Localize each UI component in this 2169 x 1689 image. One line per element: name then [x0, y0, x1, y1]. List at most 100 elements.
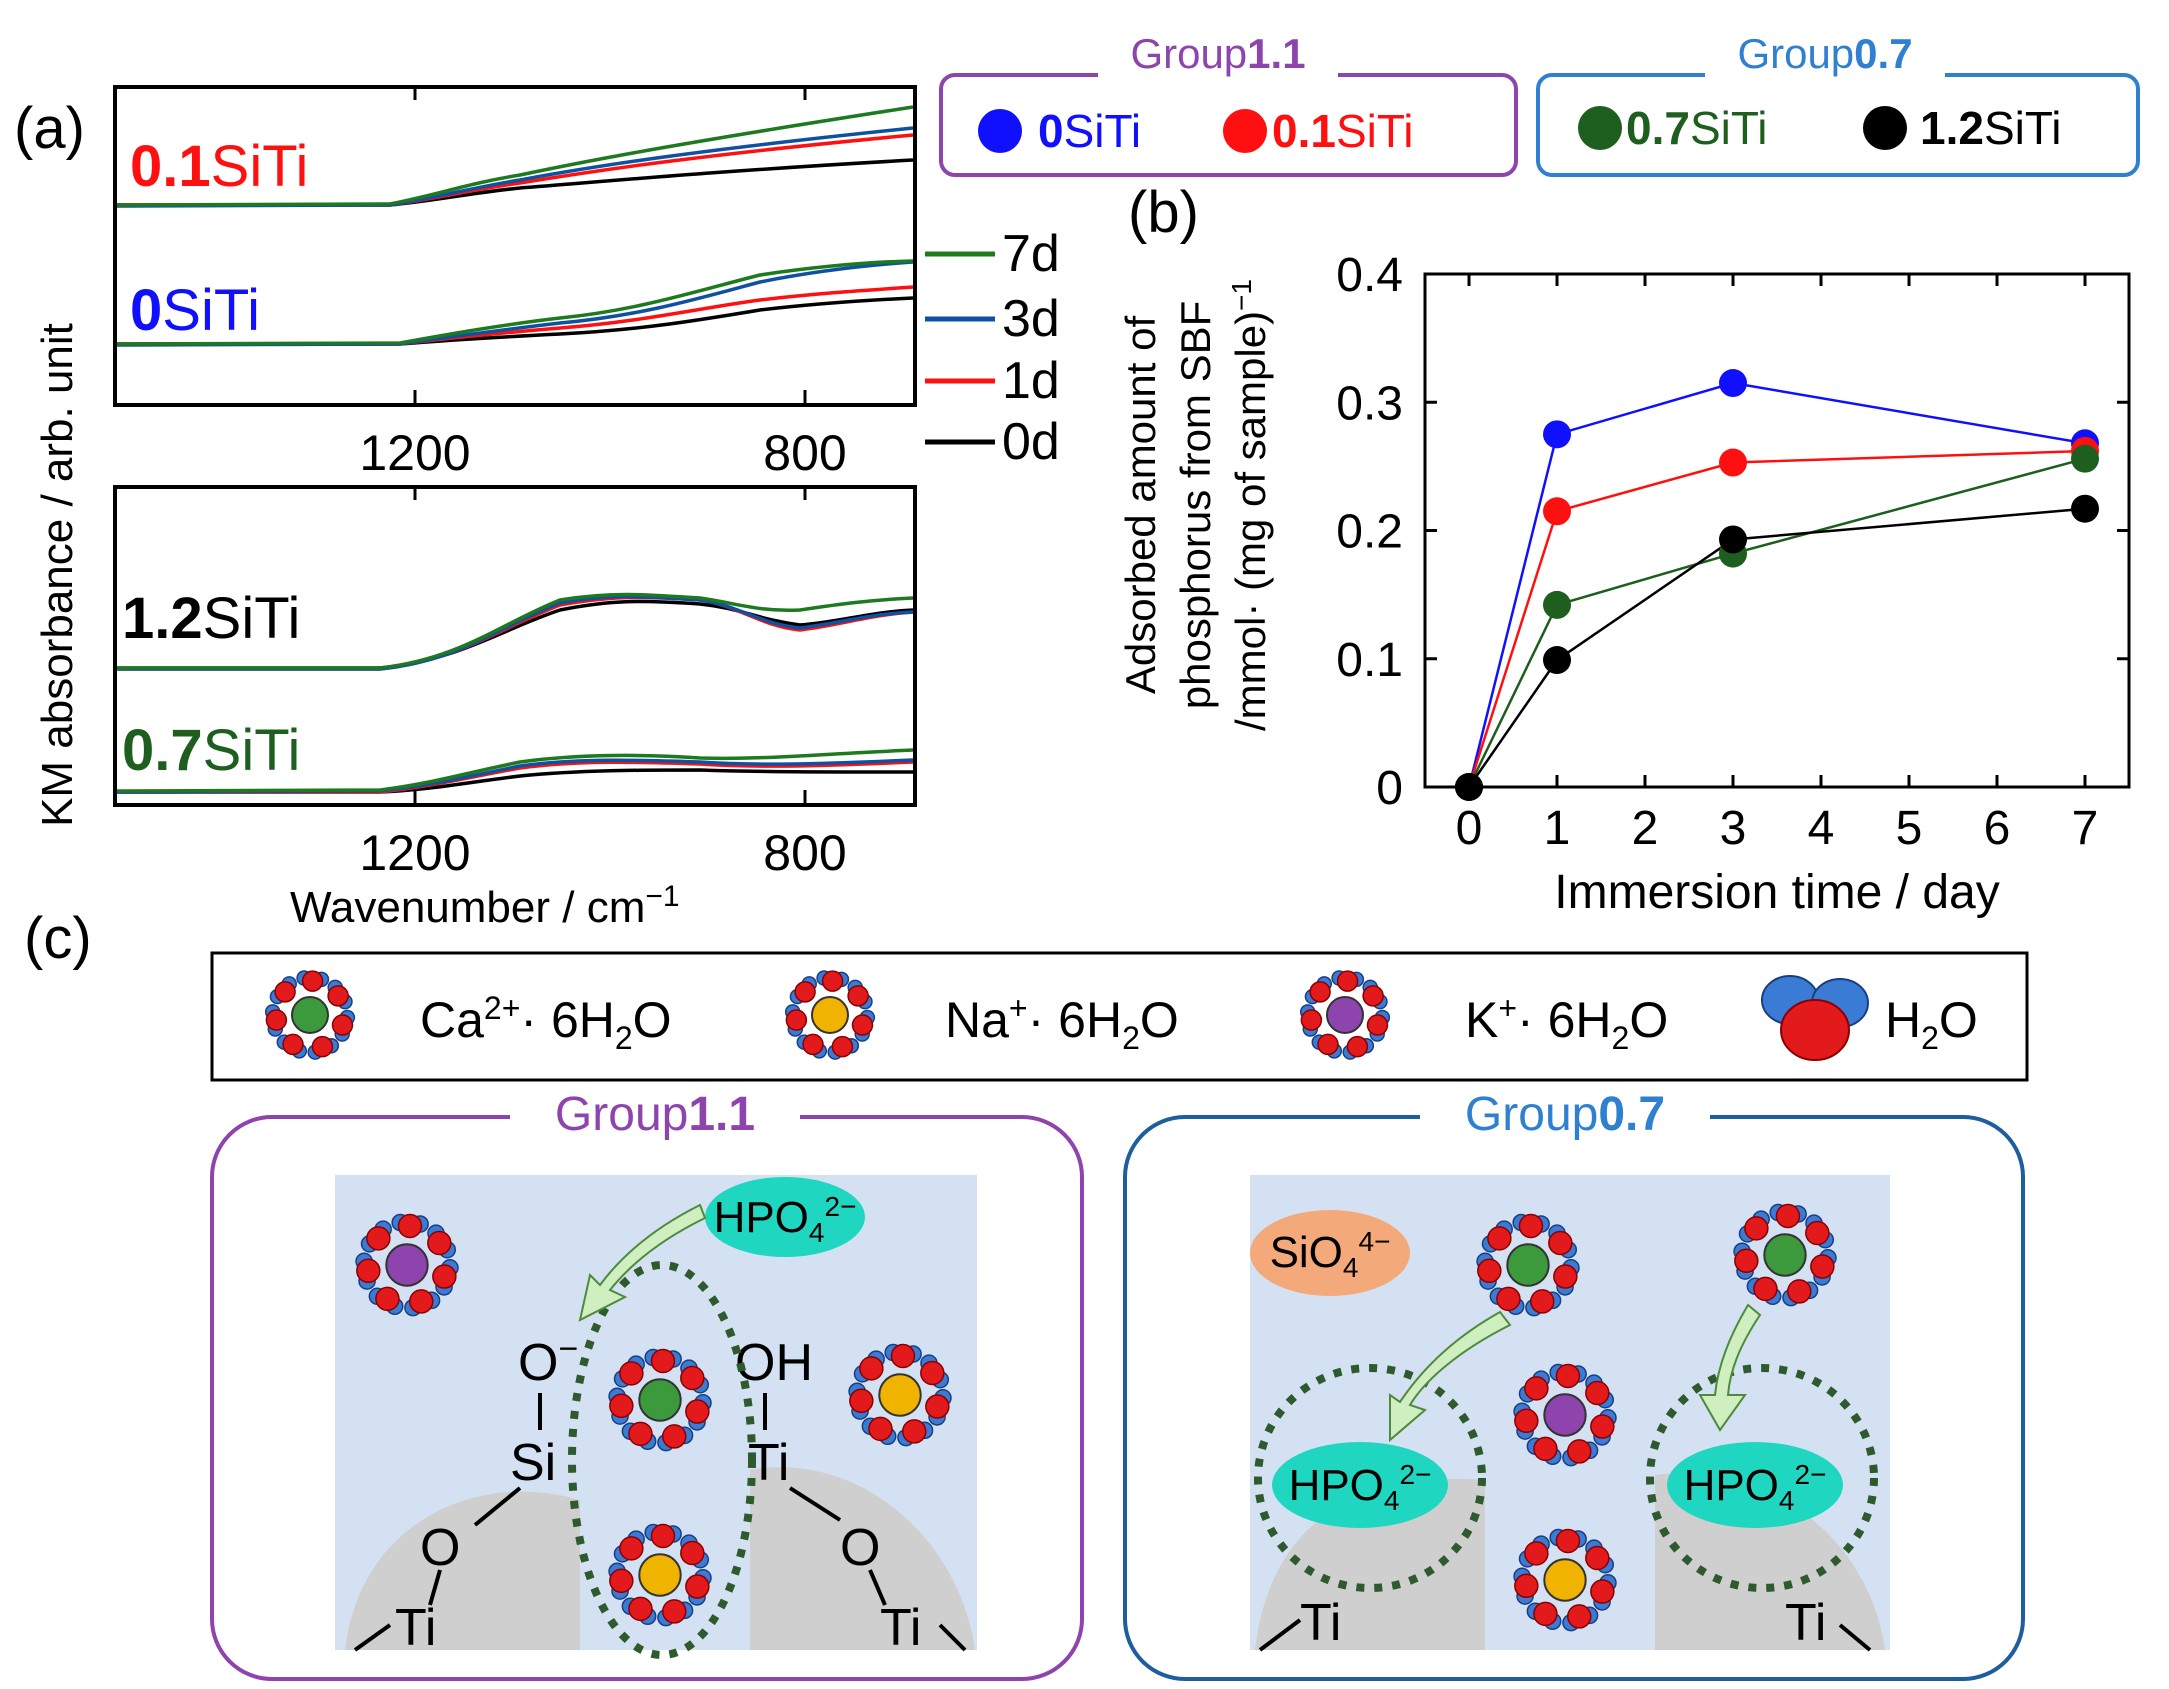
spectra-bottom-tick-800: 800	[763, 825, 846, 881]
legend-marker-0siti	[978, 109, 1022, 153]
ca-ion-cluster	[608, 1348, 712, 1452]
spectrum-0siti-1d	[117, 285, 914, 346]
scheme-right-surface-left	[1255, 1478, 1485, 1650]
legend-group-0-7-title: Group0.7	[1737, 30, 1912, 77]
scheme-right-dotted-region-right	[1646, 1364, 1878, 1592]
hpo4-label-right-right: HPO42−	[1684, 1459, 1827, 1516]
data-point-0-7siti	[1543, 590, 1571, 619]
ca-cluster-icon	[264, 970, 356, 1060]
spectrum-0-7siti-0d	[117, 768, 914, 794]
data-point-1-2siti	[1543, 646, 1571, 675]
legend-marker-1-2siti	[1863, 106, 1907, 150]
legend-na-label: Na+· 6H2O	[945, 990, 1179, 1056]
legend-k-cluster-icon	[1299, 970, 1391, 1060]
atom-o-left: O	[420, 1519, 460, 1577]
spectra-panel: KM absorbance / arb. unit 1200 800 1200 …	[33, 85, 1060, 932]
spectra-label-0-7siti: 0.7SiTi	[122, 718, 300, 783]
series-line-0-7siti	[1467, 457, 2086, 788]
scheme-left-surface-left	[345, 1491, 580, 1650]
scheme-right-dotted-region-left	[1254, 1364, 1486, 1592]
data-point-0siti	[1543, 420, 1571, 449]
spectrum-0-1siti-7d	[116, 105, 914, 207]
legend-group-1-1: Group1.1 0SiTi 0.1SiTi	[939, 30, 1518, 177]
chart-x-tick-label: 4	[1808, 802, 1835, 855]
spectra-bottom-frame	[113, 485, 917, 807]
legend-water-icon	[1761, 975, 1869, 1061]
data-point-0-1siti	[1719, 448, 1747, 477]
hpo4-label-right-left: HPO42−	[1289, 1459, 1432, 1516]
legend-group-0-7: Group0.7 0.7SiTi 1.2SiTi	[1536, 30, 2140, 177]
panel-label-c: (c)	[24, 906, 92, 971]
scheme-group-1-1-title: Group1.1	[555, 1088, 755, 1141]
chart-y-tick-label: 0.3	[1336, 377, 1403, 430]
time-legend: 7d 3d 1d 0d	[925, 225, 1060, 471]
legend-ca-label: Ca2+· 6H2O	[420, 990, 672, 1056]
spectrum-1-2siti-3d	[117, 594, 914, 671]
spectrum-1-2siti-7d	[117, 592, 914, 670]
spectra-bottom-tick-1200: 1200	[359, 825, 470, 881]
sio4-badge	[1250, 1210, 1410, 1296]
chart-ylabel: Adsorbed amount of phosphorus from SBF /…	[1117, 279, 1274, 731]
atom-si: Si	[510, 1434, 556, 1492]
hpo4-label-left: HPO42−	[714, 1191, 857, 1248]
atom-ti-right-box-right: Ti	[1785, 1594, 1826, 1652]
data-point-0siti	[1719, 369, 1747, 398]
chart-x-tick-label: 5	[1896, 802, 1923, 855]
spectrum-0siti-0d	[117, 296, 914, 346]
time-legend-3d: 3d	[1002, 290, 1060, 348]
ion-legend-box: Ca2+· 6H2O Na+· 6H2O K+· 6H2O H2O	[210, 951, 2029, 1082]
hpo4-badge-left	[705, 1177, 865, 1257]
chart-y-tick-label: 0	[1376, 762, 1403, 815]
scheme-left-surface-right	[750, 1467, 975, 1650]
hpo4-badge-right-right	[1667, 1442, 1843, 1528]
chart-ylabel-line3: /mmol· (mg of sample)−1	[1226, 279, 1274, 731]
chart-y-tick-label: 0.1	[1336, 634, 1403, 687]
legend-k-label: K+· 6H2O	[1465, 990, 1668, 1056]
na-ion-cluster	[1513, 1528, 1617, 1632]
spectra-top-tick-1200: 1200	[359, 425, 470, 481]
na-cluster-icon	[784, 970, 876, 1060]
legend-item-0-1siti: 0.1SiTi	[1272, 105, 1413, 157]
series-line-0-1siti	[1467, 449, 2086, 788]
spectra-curves	[116, 105, 914, 794]
arrow-left-hpo4	[578, 1203, 707, 1322]
arrow-right-2	[1698, 1303, 1762, 1432]
data-point-0-7siti	[2071, 444, 2099, 473]
data-point-1-2siti	[1719, 525, 1747, 554]
chart-series	[1455, 369, 2099, 801]
spectra-ylabel: KM absorbance / arb. unit	[33, 323, 82, 827]
legend-item-1-2siti: 1.2SiTi	[1920, 102, 2061, 154]
spectrum-0-7siti-3d	[116, 758, 914, 794]
panel-label-b: (b)	[1128, 180, 1199, 245]
spectra-label-0-1siti: 0.1SiTi	[130, 134, 308, 199]
legend-marker-0-7siti	[1578, 106, 1622, 150]
legend-item-0-7siti: 0.7SiTi	[1626, 102, 1767, 154]
series-line-1-2siti	[1467, 507, 2086, 788]
legend-water-label: H2O	[1885, 992, 1978, 1056]
na-ion-cluster	[608, 1523, 712, 1627]
chart-y-tick-label: 0.4	[1336, 249, 1403, 302]
chart-frame	[1423, 272, 2131, 789]
k-ion-cluster	[1513, 1363, 1617, 1467]
chart-x-tick-label: 1	[1544, 802, 1571, 855]
data-point-1-2siti	[2071, 494, 2099, 523]
time-legend-7d: 7d	[1002, 225, 1060, 283]
time-legend-1d: 1d	[1002, 352, 1060, 410]
k-cluster-icon	[1299, 970, 1391, 1060]
chart-x-tick-label: 3	[1720, 802, 1747, 855]
legend-item-0siti: 0SiTi	[1038, 105, 1141, 157]
chart-ylabel-line1: Adsorbed amount of	[1117, 316, 1164, 695]
chart-axes: 0 1 2 3 4 5 6 7 0 0.1 0.2 0.3 0.4	[1336, 249, 2129, 855]
chart-x-tick-label: 2	[1632, 802, 1659, 855]
scheme-group-0-7: Group0.7 Ti Ti SiO44− HPO42− HPO42−	[1123, 1088, 2025, 1681]
spectrum-0-1siti-3d	[116, 126, 914, 208]
chart-ylabel-line2: phosphorus from SBF	[1172, 301, 1219, 710]
adsorption-chart: 0 1 2 3 4 5 6 7 0 0.1 0.2 0.3 0.4 Immersion time / d…	[1117, 249, 2131, 919]
legend-marker-0-1siti	[1223, 109, 1267, 153]
spectrum-0-7siti-7d	[116, 748, 914, 793]
na-ion-cluster	[848, 1343, 952, 1447]
time-legend-0d: 0d	[1002, 413, 1060, 471]
spectra-label-0siti: 0SiTi	[130, 278, 260, 343]
scheme-group-0-7-title: Group0.7	[1465, 1088, 1665, 1141]
spectra-top-frame	[113, 85, 917, 407]
